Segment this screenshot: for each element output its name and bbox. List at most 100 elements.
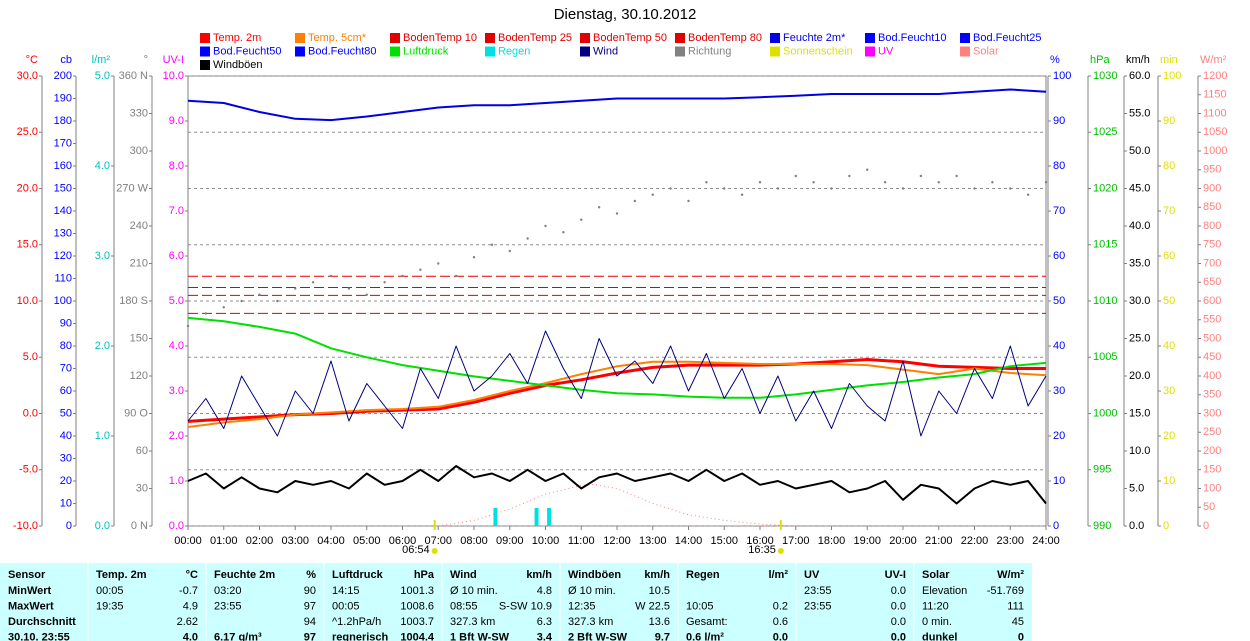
legend-swatch xyxy=(865,33,875,43)
rain-bar xyxy=(547,508,552,526)
direction-dot xyxy=(383,281,386,284)
legend-label: BodenTemp 10 xyxy=(403,32,477,44)
axis-tick-label: 1020 xyxy=(1093,182,1117,194)
table-cell: Feuchte 2m xyxy=(214,569,275,581)
axis-tick-label: 30 xyxy=(1163,385,1175,397)
legend-swatch xyxy=(200,46,210,57)
direction-dot xyxy=(490,243,494,246)
direction-dot xyxy=(758,181,762,184)
legend-swatch xyxy=(200,60,210,70)
direction-dot xyxy=(329,274,333,278)
axis-tick-label: 3.0 xyxy=(169,385,184,397)
axis-tick-label: 90 xyxy=(60,317,72,329)
table-cell: S-SW 10.9 xyxy=(499,600,552,612)
table-cell: W 22.5 xyxy=(635,600,670,612)
axis-tick-label: 3.0 xyxy=(95,250,110,262)
axis-tick-label: 110 xyxy=(54,272,72,284)
x-tick-label: 18:00 xyxy=(818,535,846,547)
table-cell: 0.2 xyxy=(773,600,788,612)
axis-tick-label: 10 xyxy=(1053,475,1065,487)
axis-tick-label: 70 xyxy=(1053,205,1065,217)
table-cell: 1003.7 xyxy=(400,616,434,628)
axis-unit: W/m² xyxy=(1200,54,1227,66)
axis-tick-label: 700 xyxy=(1203,257,1221,269)
axis-tick-label: 15.0 xyxy=(1129,407,1150,419)
table-cell: Ø 10 min. xyxy=(450,585,498,597)
table-cell: UV-I xyxy=(885,569,906,581)
axis-tick-label: 250 xyxy=(1203,426,1221,438)
table-cell: Sensor xyxy=(8,569,46,581)
direction-dot xyxy=(204,312,208,315)
direction-dot xyxy=(580,218,583,221)
axis-tick-label: 80 xyxy=(1053,160,1065,172)
axis-tick-label: 0 xyxy=(1053,520,1059,532)
axis-tick-label: 80 xyxy=(1163,160,1175,172)
axis-tick-label: 550 xyxy=(1203,314,1221,326)
axis-tick-label: 140 xyxy=(54,205,72,217)
legend-swatch xyxy=(390,33,400,43)
axis-tick-label: 1005 xyxy=(1093,351,1117,363)
sun-dot xyxy=(431,548,438,554)
table-cell: -51.769 xyxy=(987,585,1024,597)
x-tick-label: 02:00 xyxy=(246,535,274,547)
table-cell: 0.0 xyxy=(773,631,788,641)
axis-tick-label: 130 xyxy=(54,227,72,239)
direction-dot xyxy=(311,281,315,284)
direction-dot xyxy=(186,324,190,328)
axis-tick-label: 90 xyxy=(1163,115,1175,127)
legend-swatch xyxy=(960,33,970,43)
table-cell: 1001.3 xyxy=(400,585,434,597)
axis-tick-label: 1030 xyxy=(1093,70,1117,82)
axis-tick-label: 40 xyxy=(60,430,72,442)
table-cell: 0 xyxy=(1018,631,1024,641)
legend-label: Solar xyxy=(973,45,999,57)
table-cell: 19:35 xyxy=(96,600,124,612)
direction-dot xyxy=(597,206,601,209)
x-tick-label: 14:00 xyxy=(675,535,703,547)
axis-tick-label: 50 xyxy=(1163,295,1175,307)
table-cell: regnerisch xyxy=(332,631,389,641)
table-cell: 08:55 xyxy=(450,600,478,612)
table-cell: Temp. 2m xyxy=(96,569,147,581)
direction-dot xyxy=(1026,193,1030,196)
table-cell: 90 xyxy=(304,585,316,597)
axis-tick-label: 500 xyxy=(1203,332,1221,344)
table-cell: 10:05 xyxy=(686,600,714,612)
axis-tick-label: 400 xyxy=(1203,370,1221,382)
axis-tick-label: 160 xyxy=(54,160,72,172)
axis-tick-label: 50.0 xyxy=(1129,145,1150,157)
direction-dot xyxy=(883,181,887,184)
legend-label: Windböen xyxy=(213,59,263,71)
axis-tick-label: 995 xyxy=(1093,464,1111,476)
direction-dot xyxy=(740,193,744,196)
axis-tick-label: 30 xyxy=(60,452,72,464)
table-cell: km/h xyxy=(644,569,670,581)
table-cell: km/h xyxy=(526,569,552,581)
direction-dot xyxy=(401,274,404,278)
axis-tick-label: 30 xyxy=(136,482,148,494)
axis-tick-label: 0 N xyxy=(131,520,148,532)
direction-dot xyxy=(812,181,815,184)
axis-tick-label: 330 xyxy=(130,107,148,119)
axis-tick-label: 50 xyxy=(1053,295,1065,307)
table-cell: 3.4 xyxy=(537,631,553,641)
table-cell: 0.6 l/m² xyxy=(686,631,724,641)
axis-tick-label: 5.0 xyxy=(23,351,38,363)
direction-dot xyxy=(1009,187,1012,190)
axis-tick-label: 100 xyxy=(54,295,72,307)
axis-tick-label: 150 xyxy=(54,182,72,194)
table-cell: 14:15 xyxy=(332,585,360,597)
table-cell: 9.7 xyxy=(655,631,670,641)
x-tick-label: 03:00 xyxy=(281,535,309,547)
direction-dot xyxy=(1044,181,1048,184)
legend-label: Sonnenschein xyxy=(783,45,853,57)
axis-tick-label: 6.0 xyxy=(169,250,184,262)
axis-tick-label: 2.0 xyxy=(169,430,184,442)
axis-unit: hPa xyxy=(1090,54,1110,66)
legend-swatch xyxy=(675,33,685,43)
direction-dot xyxy=(222,306,225,309)
table-cell: 23:55 xyxy=(804,585,832,597)
axis-tick-label: 950 xyxy=(1203,164,1221,176)
direction-dot xyxy=(240,299,243,303)
legend-swatch xyxy=(960,46,970,57)
